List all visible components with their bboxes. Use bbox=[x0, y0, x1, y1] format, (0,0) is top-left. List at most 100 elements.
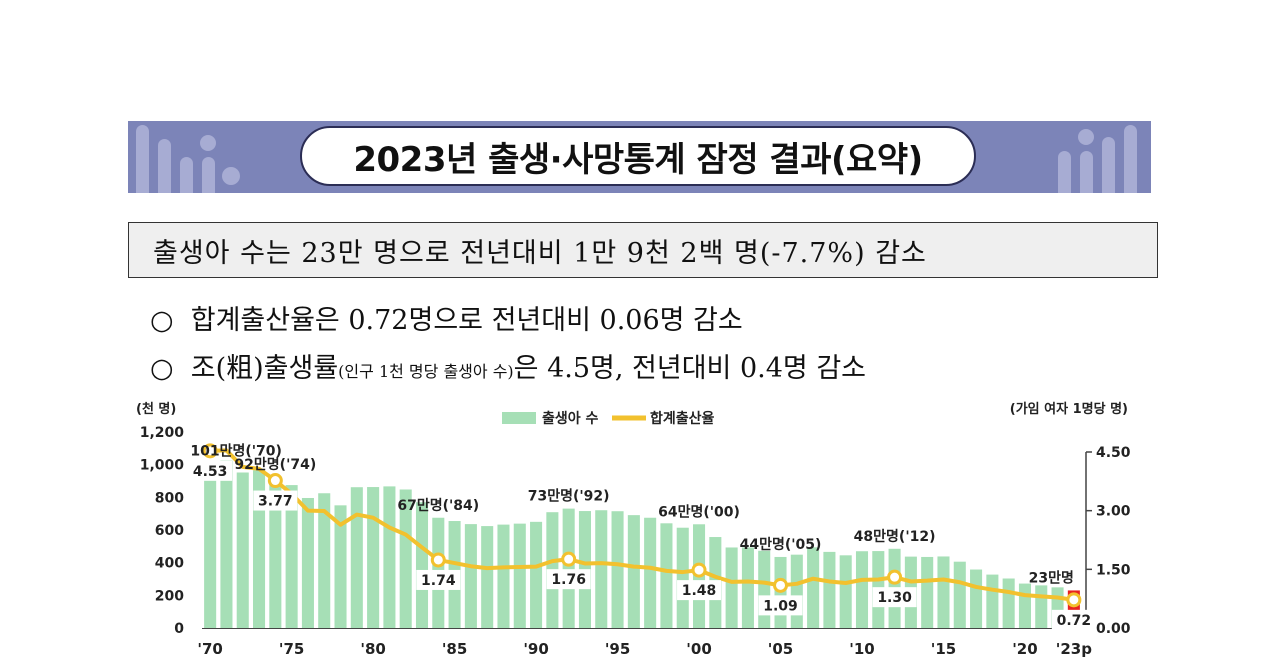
birth-bar bbox=[269, 477, 282, 628]
x-tick-label: '95 bbox=[605, 640, 630, 658]
banner-decoration bbox=[1078, 129, 1094, 145]
birth-bar bbox=[627, 515, 640, 628]
left-tick-label: 1,200 bbox=[140, 425, 185, 441]
births-tfr-chart: (천 명) (가임 여자 1명당 명) 출생아 수 합계출산율 0 200 400 6… bbox=[136, 401, 1131, 658]
x-tick-label: '20 bbox=[1012, 640, 1037, 658]
birth-bars bbox=[204, 460, 1080, 628]
banner-decoration bbox=[222, 167, 240, 185]
birth-bar bbox=[741, 547, 754, 628]
tfr-line-series bbox=[202, 443, 1082, 608]
headline-text: 출생아 수는 23만 명으로 전년대비 1만 9천 2백 명(-7.7%) 감소 bbox=[153, 237, 927, 269]
birth-bar bbox=[644, 517, 657, 628]
birth-bar bbox=[1002, 578, 1015, 628]
birth-bar bbox=[497, 524, 510, 628]
birth-bar bbox=[986, 574, 999, 628]
birth-bar bbox=[953, 561, 966, 628]
birth-bar bbox=[464, 524, 477, 628]
bullet-marker: ○ bbox=[150, 305, 174, 336]
birth-data-label: 64만명('00) bbox=[658, 503, 740, 520]
birth-bar bbox=[334, 505, 347, 628]
birth-bar bbox=[807, 547, 820, 628]
x-tick-label: '23p bbox=[1056, 640, 1092, 658]
birth-data-label: 73만명('92) bbox=[528, 488, 610, 505]
banner-decoration bbox=[1058, 151, 1071, 193]
tfr-marker bbox=[430, 552, 446, 568]
tfr-marker bbox=[887, 569, 903, 585]
birth-bar bbox=[1035, 585, 1048, 628]
right-tick-label: 4.50 bbox=[1096, 445, 1131, 461]
birth-bar bbox=[220, 460, 233, 628]
birth-bar bbox=[513, 523, 526, 628]
birth-bar bbox=[611, 511, 624, 628]
tfr-label-bg bbox=[1051, 609, 1096, 630]
birth-bar bbox=[415, 502, 429, 628]
x-tick-label: '90 bbox=[523, 640, 548, 658]
birth-data-label: 44만명('05) bbox=[740, 536, 822, 553]
birth-data-label: 101만명('70) bbox=[190, 443, 282, 460]
tfr-label-bg bbox=[188, 460, 233, 481]
birth-bar bbox=[758, 550, 771, 628]
bullet-text-post: 은 4.5명, 전년대비 0.4명 감소 bbox=[513, 353, 867, 384]
birth-bar bbox=[937, 556, 950, 628]
tfr-marker bbox=[1066, 592, 1082, 608]
birth-bar bbox=[823, 551, 836, 628]
birth-bar bbox=[839, 555, 852, 628]
birth-bar bbox=[1018, 583, 1031, 628]
x-tick-label: '85 bbox=[442, 640, 467, 658]
tfr-data-label: 1.74 bbox=[421, 573, 456, 589]
bullet-crude-birth-rate: ○ 조(粗)출생률(인구 1천 명당 출생아 수)은 4.5명, 전년대비 0.… bbox=[150, 346, 866, 385]
x-tick-label: '80 bbox=[360, 640, 385, 658]
legend: 출생아 수 합계출산율 bbox=[502, 410, 715, 427]
birth-bar bbox=[921, 556, 934, 628]
tfr-label-bg bbox=[416, 569, 461, 590]
bullet-tfr: ○ 합계출산율은 0.72명으로 전년대비 0.06명 감소 bbox=[150, 298, 743, 337]
legend-bar-label: 출생아 수 bbox=[542, 410, 599, 427]
birth-bar bbox=[725, 547, 738, 628]
birth-bar bbox=[350, 487, 363, 628]
banner-decoration bbox=[202, 157, 215, 193]
birth-data-label: 23만명 bbox=[1029, 569, 1074, 586]
page-title: 2023년 출생·사망통계 잠정 결과(요약) bbox=[300, 126, 976, 186]
birth-data-label: 67만명('84) bbox=[397, 497, 479, 514]
banner-decoration bbox=[1102, 137, 1115, 193]
tfr-label-bg bbox=[253, 490, 298, 511]
banner-decoration bbox=[1080, 151, 1093, 193]
birth-bar bbox=[660, 523, 673, 628]
left-tick-label: 1,000 bbox=[140, 458, 185, 474]
birth-bar bbox=[399, 489, 412, 628]
legend-line-label: 합계출산율 bbox=[650, 410, 715, 427]
birth-bar bbox=[481, 526, 494, 628]
tfr-marker bbox=[267, 473, 283, 489]
birth-bar bbox=[676, 527, 689, 628]
tfr-data-label: 3.77 bbox=[258, 494, 293, 510]
x-tick-label: '05 bbox=[768, 640, 793, 658]
headline-box: 출생아 수는 23만 명으로 전년대비 1만 9천 2백 명(-7.7%) 감소 bbox=[128, 222, 1158, 278]
x-tick-label: '00 bbox=[686, 640, 711, 658]
x-tick-label: '75 bbox=[279, 640, 304, 658]
birth-bar bbox=[301, 497, 314, 628]
bullet-text: 합계출산율은 0.72명으로 전년대비 0.06명 감소 bbox=[190, 305, 743, 336]
bullet-text-note: (인구 1천 명당 출생아 수) bbox=[338, 362, 514, 381]
tfr-line bbox=[210, 448, 1075, 602]
x-tick-label: '70 bbox=[197, 640, 222, 658]
birth-bar bbox=[204, 463, 217, 628]
left-tick-label: 800 bbox=[155, 490, 184, 506]
birth-bar bbox=[562, 508, 575, 628]
left-tick-label: 200 bbox=[155, 588, 184, 604]
birth-bar bbox=[970, 569, 983, 628]
tfr-data-label: 1.30 bbox=[877, 590, 912, 606]
bullet-marker: ○ bbox=[150, 353, 174, 384]
tfr-marker bbox=[773, 577, 789, 593]
data-labels: 101만명('70)92만명('74) 67만명('84) 73만명('92) 64만… bbox=[188, 443, 1096, 630]
birth-bar bbox=[530, 521, 543, 628]
tfr-label-bg bbox=[677, 580, 722, 601]
birth-bar bbox=[318, 493, 331, 628]
banner-decoration bbox=[200, 135, 216, 151]
left-axis-unit: (천 명) bbox=[136, 401, 176, 417]
birth-data-label: 48만명('12) bbox=[854, 528, 936, 545]
right-tick-label: 0.00 bbox=[1096, 621, 1131, 637]
birth-data-label: 92만명('74) bbox=[234, 456, 316, 473]
birth-bar bbox=[236, 472, 249, 628]
birth-bar bbox=[285, 485, 298, 628]
tfr-data-label: 1.09 bbox=[763, 598, 798, 614]
